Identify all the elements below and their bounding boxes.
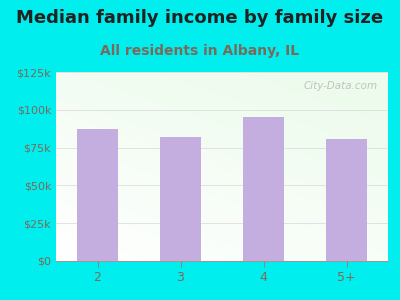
Bar — [160, 137, 201, 261]
Text: All residents in Albany, IL: All residents in Albany, IL — [100, 44, 300, 58]
Bar — [326, 139, 367, 261]
Bar — [243, 117, 284, 261]
Bar — [77, 130, 118, 261]
Text: City-Data.com: City-Data.com — [304, 81, 378, 92]
Text: Median family income by family size: Median family income by family size — [16, 9, 384, 27]
